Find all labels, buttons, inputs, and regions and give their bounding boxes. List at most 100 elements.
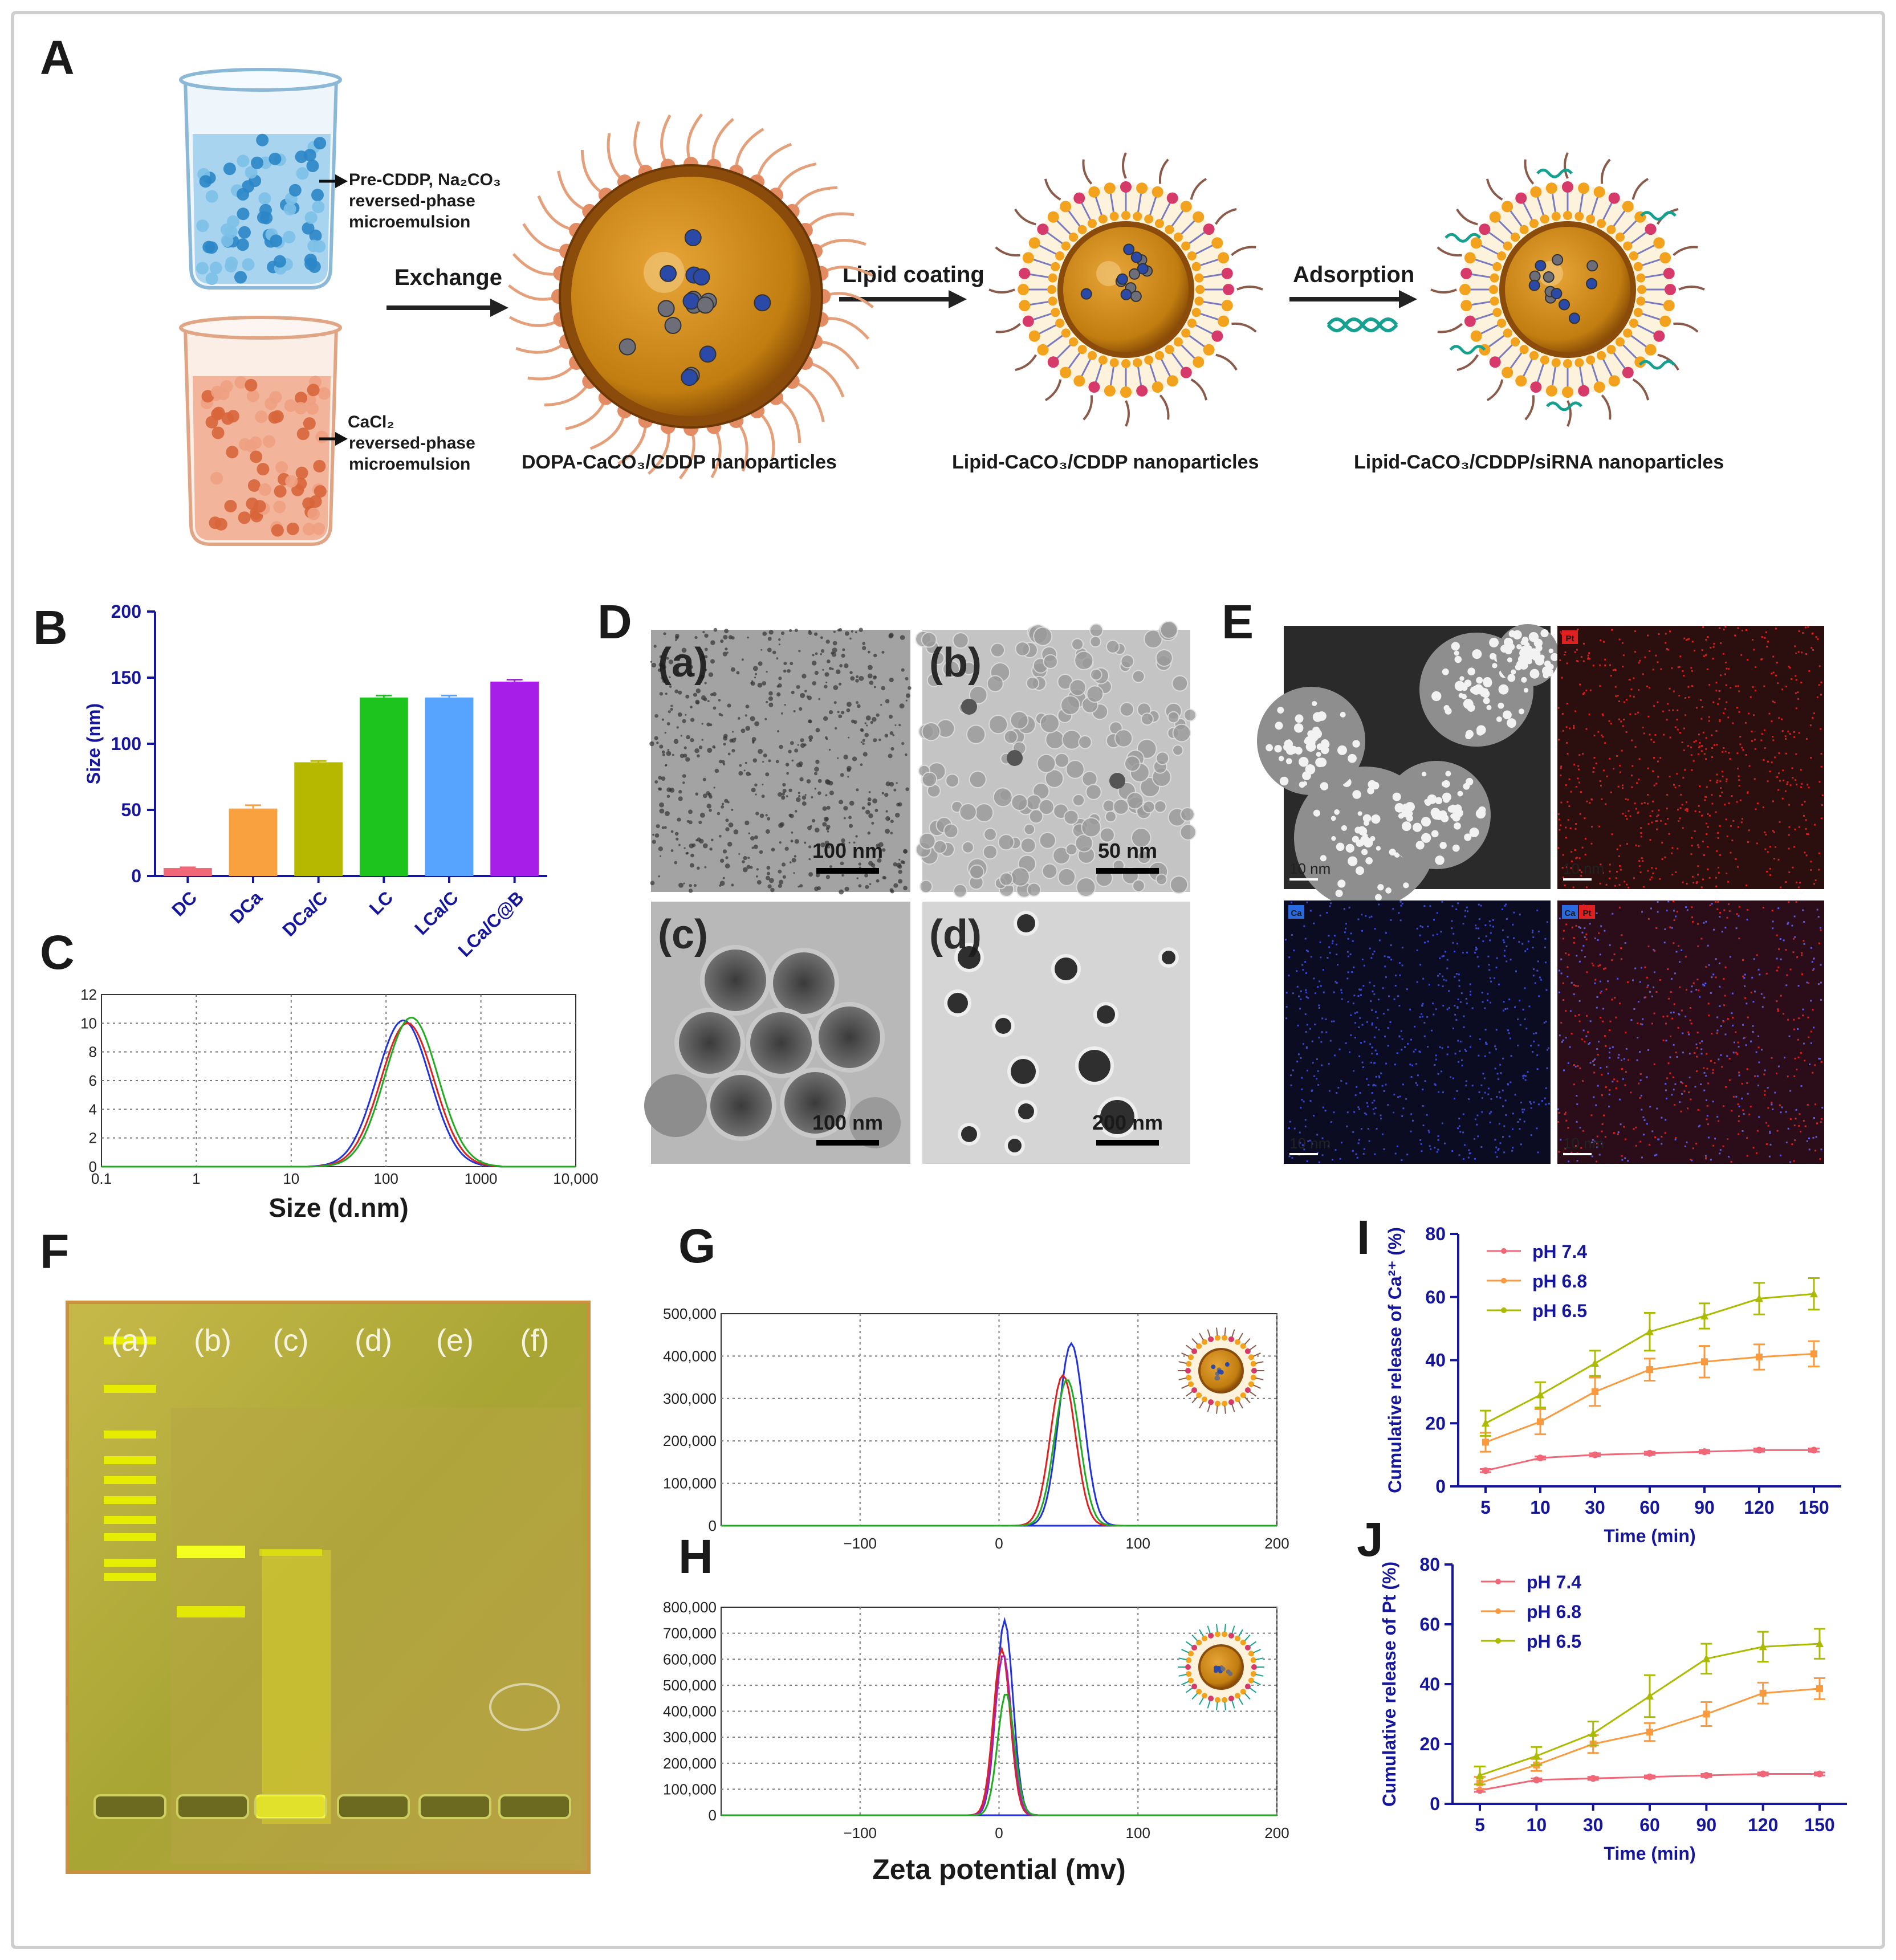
eds-signal [1644, 656, 1646, 658]
y-tick-label: 0 [131, 866, 141, 886]
eds-signal [1512, 937, 1515, 939]
eds-signal [1776, 776, 1779, 778]
eds-signal [1569, 1010, 1572, 1012]
tem-sublabel: (a) [658, 640, 708, 686]
eds-signal [1613, 768, 1615, 770]
eds-signal [1683, 637, 1686, 639]
tem-particle [814, 767, 819, 772]
eds-signal [1627, 798, 1629, 801]
tem-particle [841, 838, 845, 843]
tem-particle [777, 730, 780, 733]
water-particle [268, 152, 282, 165]
eds-signal [1292, 992, 1294, 995]
x-tick-label: DCa/C [278, 887, 331, 940]
lipid-tail [775, 396, 801, 443]
tem-particle [755, 793, 757, 796]
eds-signal [1311, 1040, 1313, 1042]
eds-signal [1789, 1118, 1792, 1120]
eds-signal [1787, 1075, 1789, 1078]
eds-signal [1820, 1148, 1822, 1151]
adsorption-arrow [1289, 290, 1417, 308]
eds-signal [1577, 777, 1579, 780]
eds-signal [1584, 817, 1586, 820]
tem-particle [741, 658, 744, 661]
tem-particle [1171, 675, 1189, 692]
eds-signal [1581, 1038, 1583, 1041]
eds-signal [1329, 902, 1332, 904]
eds-signal [1642, 1134, 1645, 1136]
tem-particle [682, 774, 686, 778]
eds-signal [1727, 1018, 1729, 1020]
tem-particle [706, 804, 711, 809]
eds-signal [1575, 924, 1577, 927]
eds-signal [1569, 1046, 1571, 1048]
eds-signal [1385, 976, 1388, 978]
eds-signal [1752, 1147, 1755, 1149]
lipid-head [1490, 296, 1499, 306]
eds-signal [1649, 815, 1651, 817]
lipid-head [1248, 1354, 1254, 1360]
tem-particle [693, 883, 697, 887]
eds-signal [1672, 709, 1674, 711]
eds-signal [1764, 637, 1766, 639]
tem-particle [908, 686, 912, 690]
tem-sublabel: (c) [658, 912, 708, 957]
eds-signal [1732, 1024, 1734, 1026]
lipid-head [1502, 201, 1513, 213]
eds-signal [1628, 1059, 1630, 1061]
eds-signal [1416, 981, 1418, 983]
haadf-dot [1516, 644, 1522, 650]
eds-signal [1649, 687, 1651, 689]
eds-signal [1690, 667, 1692, 669]
haadf-dot [1431, 691, 1442, 702]
peg-chain [1191, 1338, 1198, 1345]
tem-particle [775, 760, 779, 764]
tem-particle [787, 669, 791, 673]
tem-particle [743, 855, 747, 861]
eds-signal [1346, 1125, 1348, 1127]
eds-signal [1291, 934, 1293, 936]
eds-signal [1698, 846, 1700, 849]
eds-signal [1381, 1133, 1384, 1135]
water-particle [294, 402, 307, 415]
eds-signal [1334, 980, 1337, 983]
eds-signal [1782, 769, 1784, 772]
water-particle [313, 240, 326, 253]
eds-signal [1519, 1118, 1521, 1120]
eds-signal [1715, 690, 1718, 692]
eds-signal [1597, 965, 1600, 967]
tem-particle [678, 796, 683, 801]
peg-chain [1255, 1673, 1264, 1677]
eds-signal [1585, 886, 1588, 889]
eds-signal [1300, 1107, 1302, 1109]
eds-signal [1461, 1065, 1463, 1067]
eds-signal [1738, 938, 1740, 940]
tem-particle [652, 833, 654, 836]
eds-signal [1724, 662, 1727, 664]
eds-signal [1722, 775, 1724, 777]
eds-signal [1524, 987, 1526, 989]
eds-signal [1299, 1142, 1301, 1144]
eds-signal [1596, 1048, 1598, 1050]
eds-signal [1814, 879, 1817, 882]
lipid-head [1234, 1339, 1240, 1345]
eds-signal [1802, 1008, 1804, 1010]
tem-particle [982, 844, 998, 860]
eds-signal [1464, 910, 1467, 912]
eds-signal [1800, 1130, 1802, 1132]
tem-particle [807, 825, 812, 830]
water-particle [315, 430, 328, 443]
eds-signal [1580, 656, 1582, 658]
eds-signal [1321, 1154, 1324, 1156]
tem-particle [840, 861, 844, 866]
eds-signal [1727, 716, 1730, 719]
eds-signal [1801, 651, 1803, 654]
eds-signal [1794, 828, 1796, 830]
eds-signal [1358, 1139, 1360, 1141]
tem-particle [1072, 793, 1085, 807]
eds-signal [1731, 1012, 1733, 1014]
eds-signal [1618, 1098, 1621, 1101]
eds-signal [1657, 661, 1659, 663]
lipid-head [1563, 359, 1573, 368]
